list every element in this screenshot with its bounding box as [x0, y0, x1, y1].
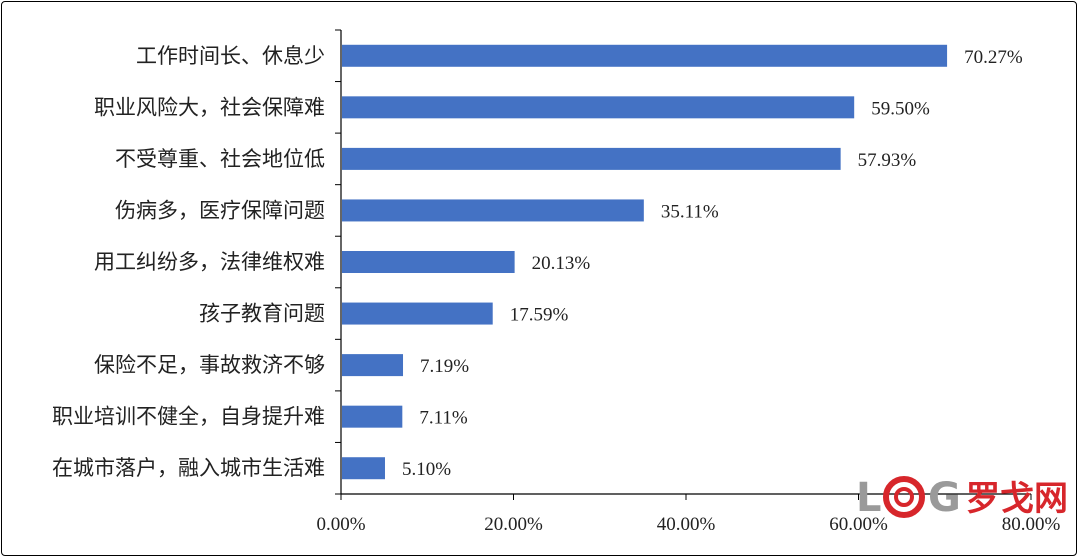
category-label: 用工纠纷多，法律维权难 — [94, 250, 325, 274]
category-label: 职业风险大，社会保障难 — [94, 95, 325, 119]
data-label: 17.59% — [510, 305, 569, 326]
bar — [342, 199, 644, 222]
category-label: 孩子教育问题 — [199, 302, 325, 326]
bar — [342, 44, 948, 67]
data-label: 57.93% — [858, 150, 917, 171]
data-label: 20.13% — [532, 253, 591, 274]
data-label: 7.19% — [420, 356, 469, 377]
watermark-logo: L G 罗戈网 — [856, 475, 1068, 521]
bar — [342, 405, 403, 428]
category-label: 在城市落户，融入城市生活难 — [52, 456, 325, 480]
x-tick-label: 40.00% — [657, 514, 716, 535]
category-label: 保险不足，事故救济不够 — [94, 353, 325, 377]
category-label: 不受尊重、社会地位低 — [115, 147, 325, 171]
bar — [342, 96, 855, 119]
category-label: 工作时间长、休息少 — [136, 44, 325, 68]
data-label: 5.10% — [402, 459, 451, 480]
data-label: 35.11% — [661, 201, 719, 222]
x-tick-label: 0.00% — [316, 514, 365, 535]
bar — [342, 251, 515, 273]
x-tick-label: 20.00% — [484, 514, 543, 535]
labels: 0.00% 20.00% 40.00% 60.00% 80.00% 工作时间长、休息少 70… — [52, 44, 1060, 535]
x-tick-label: 80.00% — [1002, 514, 1061, 535]
bar — [342, 457, 385, 480]
axes — [335, 29, 1032, 500]
x-tick-label: 60.00% — [829, 514, 888, 535]
watermark-o-ring-outer — [883, 476, 925, 518]
bar — [342, 147, 841, 170]
watermark-letter-l: L — [856, 475, 882, 521]
data-label: 59.50% — [871, 98, 930, 119]
data-label: 7.11% — [419, 408, 468, 429]
watermark-text: 罗戈网 — [966, 479, 1068, 519]
bar — [342, 354, 404, 377]
category-label: 伤病多，医疗保障问题 — [115, 198, 325, 222]
bar — [342, 302, 493, 325]
bars — [342, 44, 948, 480]
watermark-o-ring-inner — [894, 487, 914, 507]
category-label: 职业培训不健全，自身提升难 — [52, 405, 325, 429]
data-label: 70.27% — [964, 47, 1023, 68]
watermark-letter-g: G — [928, 475, 961, 521]
